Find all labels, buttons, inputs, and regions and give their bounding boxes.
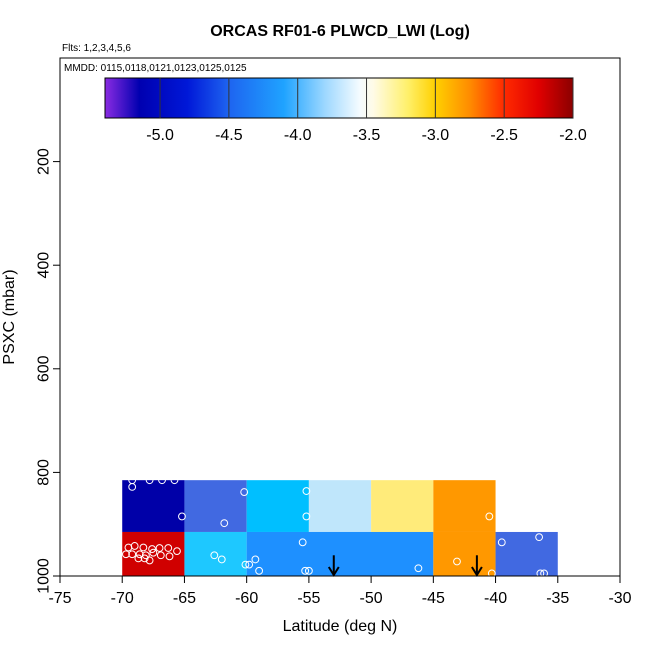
colorbar-tick-label: -4.0 [284, 127, 312, 144]
sample-point [535, 533, 544, 542]
heatmap-cell [122, 480, 185, 532]
x-axis-label: Latitude (deg N) [283, 618, 398, 635]
y-tick-label: 200 [36, 148, 53, 175]
down-arrow-marker [327, 555, 340, 577]
x-axis: -75 -70 -65 -60 -55 -50 -45 -40 -35 -30 [48, 575, 632, 607]
x-tick-label: -75 [48, 590, 71, 607]
sample-point [251, 555, 260, 564]
sample-point [122, 550, 130, 559]
x-tick-label: -35 [546, 590, 569, 607]
heatmap-cell [184, 480, 247, 532]
sample-point [139, 543, 148, 552]
colorbar-tick-label: -5.0 [146, 127, 174, 144]
sample-point [302, 487, 311, 495]
y-tick-label: 400 [36, 252, 53, 279]
heatmap-cell [184, 531, 247, 576]
x-tick-label: -65 [173, 590, 196, 607]
y-axis: 200 400 600 800 1000 [36, 148, 61, 594]
sample-point [220, 519, 229, 528]
heatmap-cell [433, 480, 496, 532]
sample-point [217, 555, 226, 564]
sample-point [158, 476, 166, 485]
sample-point [414, 564, 423, 573]
colorbar-gradient [104, 77, 574, 119]
colorbar-tick-label: -2.5 [490, 127, 518, 144]
y-tick-label: 1000 [36, 558, 53, 594]
colorbar-tick-label: -3.5 [353, 127, 381, 144]
sample-point [140, 554, 149, 563]
sample-point [497, 538, 506, 547]
x-tick-label: -40 [484, 590, 507, 607]
sample-points [122, 476, 548, 576]
sample-point [149, 548, 158, 557]
colorbar-tick-label: -3.0 [422, 127, 450, 144]
flights-note: Flts: 1,2,3,4,5,6 [62, 43, 131, 54]
heatmap-cell [433, 531, 496, 576]
x-tick-label: -60 [235, 590, 258, 607]
x-tick-label: -70 [111, 590, 134, 607]
sample-point [170, 476, 179, 485]
sample-point [487, 569, 496, 576]
y-tick-label: 600 [36, 355, 53, 382]
heatmap-cell [495, 531, 558, 576]
sample-point [240, 488, 249, 496]
heatmap-cell [308, 480, 372, 532]
heatmap-cells [122, 480, 558, 576]
sample-point [298, 538, 307, 547]
heatmap-cell [371, 480, 434, 532]
markers [327, 555, 483, 577]
colorbar-tick-label: -2.0 [559, 127, 587, 144]
sample-point [304, 566, 313, 575]
sample-point [173, 547, 181, 556]
sample-point [536, 569, 545, 576]
sample-point [130, 542, 139, 550]
sample-point [128, 550, 137, 559]
x-tick-label: -30 [608, 590, 631, 607]
sample-point [485, 512, 494, 521]
heatmap-cell [246, 531, 434, 576]
x-tick-label: -45 [422, 590, 445, 607]
sample-point [165, 552, 174, 561]
y-axis-label: PSXC (mbar) [1, 269, 18, 364]
x-tick-label: -50 [360, 590, 383, 607]
sample-point [145, 556, 154, 565]
sample-point [241, 560, 250, 569]
sample-point [302, 512, 311, 521]
sample-point [301, 566, 310, 575]
sample-point [148, 545, 156, 553]
chart-title: ORCAS RF01-6 PLWCD_LWI (Log) [210, 23, 470, 40]
sample-point [245, 560, 254, 569]
sample-point [540, 569, 548, 576]
down-arrow-marker [471, 555, 483, 577]
dates-note: MMDD: 0115,0118,0121,0123,0125,0125 [64, 63, 247, 74]
sample-point [134, 554, 143, 563]
sample-point [156, 551, 165, 560]
sample-point [210, 551, 219, 560]
sample-point [453, 557, 461, 566]
sample-point [128, 483, 137, 491]
heatmap-cell [122, 531, 185, 576]
sample-point [255, 566, 264, 575]
sample-point [155, 544, 164, 552]
heatmap-cell [246, 480, 309, 532]
colorbar: -5.0 -4.5 -4.0 -3.5 -3.0 -2.5 -2.0 [104, 77, 587, 144]
sample-point [145, 476, 154, 485]
colorbar-tick-label: -4.5 [215, 127, 243, 144]
sample-point [164, 544, 173, 552]
x-tick-label: -55 [297, 590, 320, 607]
sample-point [178, 512, 186, 521]
y-tick-label: 800 [36, 459, 53, 486]
